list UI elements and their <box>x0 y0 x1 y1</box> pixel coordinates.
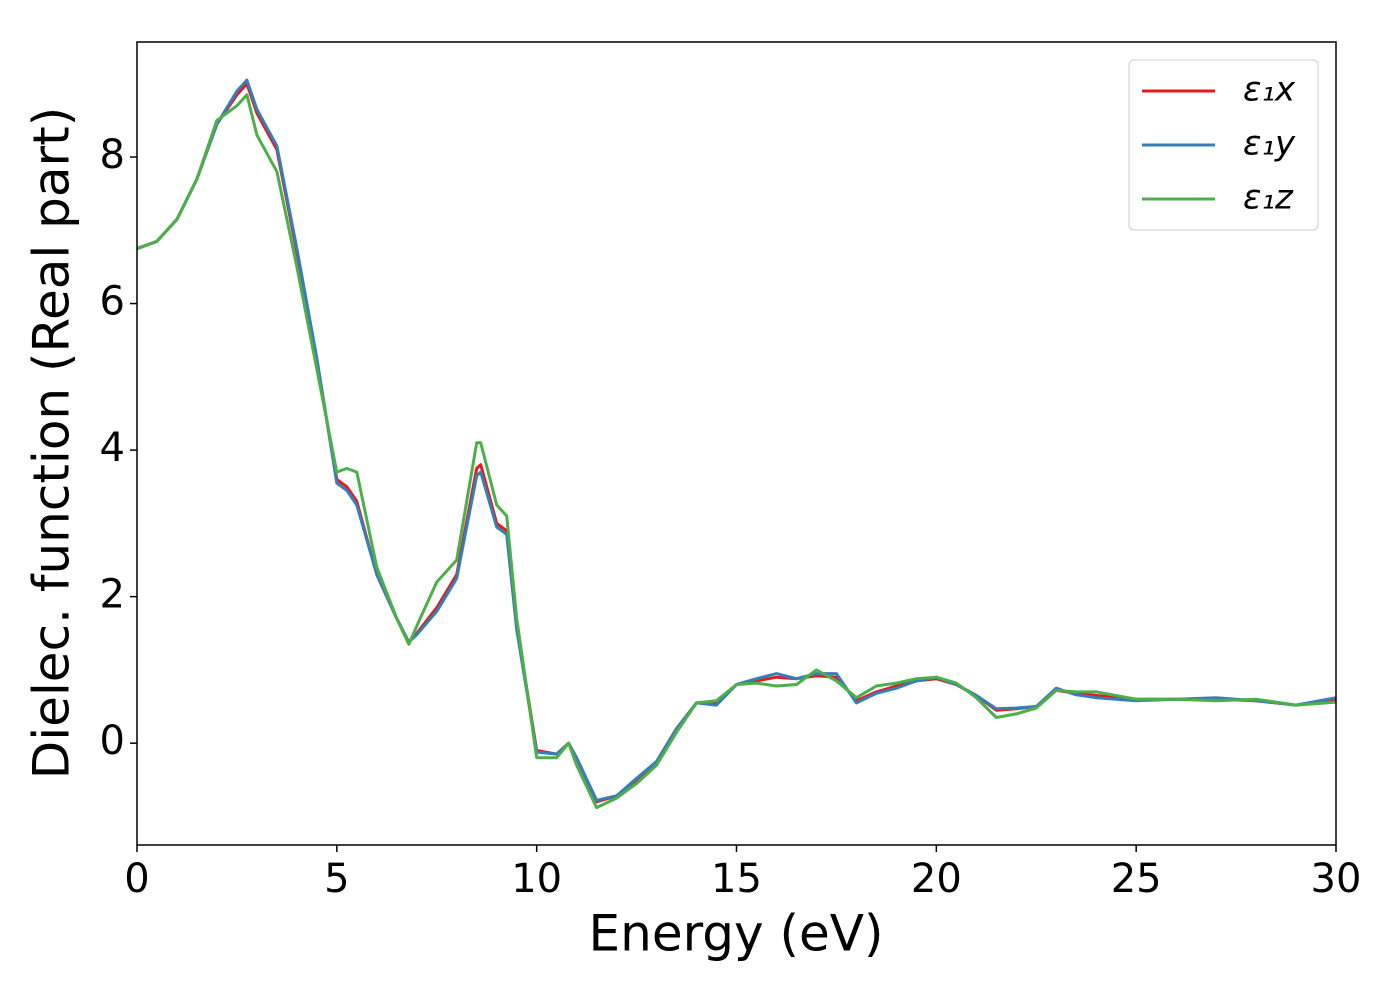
y-tick-label: 2 <box>100 572 125 618</box>
x-tick-label: 25 <box>1111 856 1162 902</box>
x-tick-label: 30 <box>1311 856 1362 902</box>
legend-label: ε₁z <box>1243 178 1294 218</box>
y-tick-label: 4 <box>100 425 125 471</box>
data-line <box>137 93 1336 810</box>
y-axis-label: Dielec. function (Real part) <box>23 107 81 779</box>
legend-label: ε₁x <box>1243 70 1296 110</box>
y-tick-label: 6 <box>100 279 125 325</box>
x-tick-label: 15 <box>711 856 762 902</box>
legend-box <box>1128 59 1319 231</box>
y-tick-label: 8 <box>100 132 125 178</box>
plot-frame <box>136 41 1337 846</box>
data-line <box>137 78 1336 802</box>
legend-label: ε₁y <box>1243 124 1296 164</box>
x-axis-label: Energy (eV) <box>589 905 884 963</box>
x-tick-label: 0 <box>124 856 149 902</box>
x-tick-label: 20 <box>911 856 962 902</box>
y-tick-label: 0 <box>100 718 125 764</box>
x-tick-label: 5 <box>324 856 349 902</box>
x-tick-label: 10 <box>511 856 562 902</box>
